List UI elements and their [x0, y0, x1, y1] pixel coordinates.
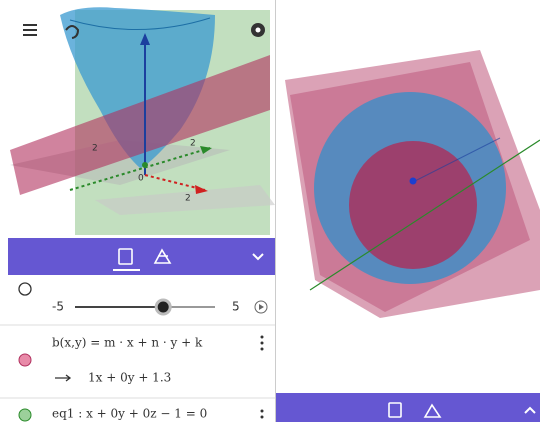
play-button[interactable] — [254, 300, 268, 314]
slider-max: 5 — [232, 300, 240, 314]
algebra-list: -5 5 b(x,y) = m · x + n · y + k 1x + 0y … — [0, 282, 275, 422]
equation-definition: eq1 : x + 0y + 0z − 1 = 0 — [52, 407, 207, 421]
slider-thumb[interactable] — [154, 298, 172, 316]
more-button[interactable] — [260, 409, 264, 419]
right-3d-view — [285, 50, 540, 318]
axis-label: 0 — [138, 174, 144, 184]
menu-button[interactable] — [23, 24, 37, 36]
left-3d-view: 2 0 2 2 — [0, 0, 275, 238]
function-result: 1x + 0y + 1.3 — [88, 371, 171, 385]
slider-min: -5 — [52, 300, 64, 314]
settings-button[interactable] — [251, 23, 265, 37]
visibility-toggle[interactable] — [18, 408, 32, 422]
axis-label: 2 — [92, 144, 98, 154]
axis-label: 2 — [185, 194, 191, 204]
algebra-tab[interactable] — [388, 402, 402, 418]
function-definition: b(x,y) = m · x + n · y + k — [52, 336, 203, 350]
algebra-tab[interactable] — [118, 248, 133, 265]
right-toolbar — [276, 393, 540, 422]
expand-button[interactable] — [524, 406, 536, 414]
tools-tab[interactable] — [423, 403, 442, 418]
collapse-button[interactable] — [252, 253, 264, 261]
undo-button[interactable] — [65, 25, 80, 39]
tools-tab[interactable] — [153, 248, 172, 264]
left-toolbar — [8, 238, 275, 275]
more-button[interactable] — [260, 335, 264, 351]
axis-label: 2 — [190, 139, 196, 149]
visibility-toggle[interactable] — [18, 282, 32, 296]
visibility-toggle[interactable] — [18, 353, 32, 367]
